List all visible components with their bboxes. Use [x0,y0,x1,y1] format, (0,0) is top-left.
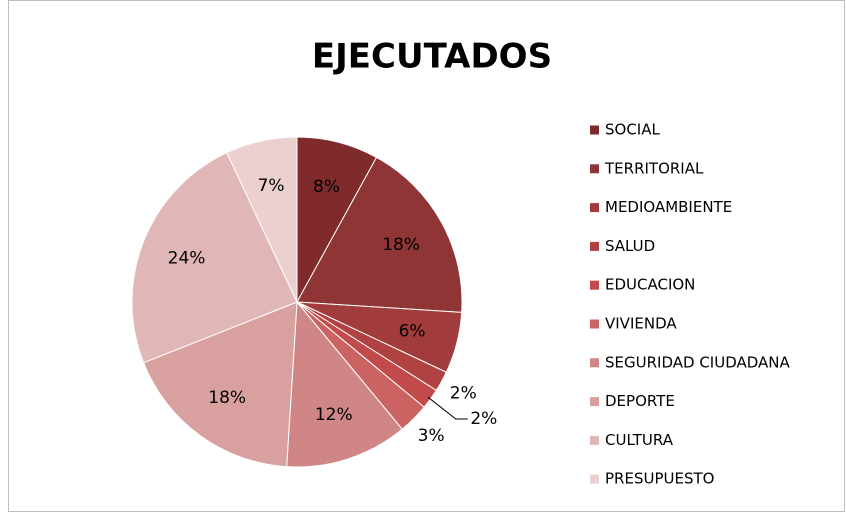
data-label: 12% [315,405,353,425]
legend-label: PRESUPUESTO [605,470,714,488]
legend-label: TERRITORIAL [604,159,704,177]
pie-slice [286,300,403,468]
legend-label: VIVIENDA [605,315,677,333]
legend-label: SOCIAL [605,121,660,139]
legend-swatch [590,203,599,213]
legend-swatch [590,319,599,329]
leader-line [427,396,468,420]
data-label: 7% [258,176,285,196]
data-label: 2% [450,383,477,403]
pie-slice [226,136,298,303]
data-label: 2% [470,409,497,429]
data-label: 18% [382,235,420,255]
pie-slice [142,301,298,468]
data-label: 8% [313,177,340,197]
pie-slice [131,152,298,364]
data-label: 24% [168,248,206,268]
legend-label: SEGURIDAD CIUDADANA [605,353,791,371]
legend-swatch [590,397,599,407]
data-label: 18% [208,388,246,408]
legend-swatch [590,125,599,135]
legend-swatch [590,474,599,484]
data-label: 3% [418,426,445,446]
legend-label: CULTURA [605,431,674,449]
chart-title: EJECUTADOS [312,37,552,77]
legend-swatch [590,164,599,174]
legend-label: SALUD [605,237,655,255]
legend-swatch [590,280,599,290]
legend-label: DEPORTE [605,392,675,410]
legend-label: MEDIOAMBIENTE [605,198,732,216]
data-label: 6% [399,322,426,342]
legend-swatch [590,241,599,251]
pie-slice [296,156,463,313]
legend-swatch [590,358,599,368]
legend-label: EDUCACION [605,276,695,294]
legend-swatch [590,435,599,445]
